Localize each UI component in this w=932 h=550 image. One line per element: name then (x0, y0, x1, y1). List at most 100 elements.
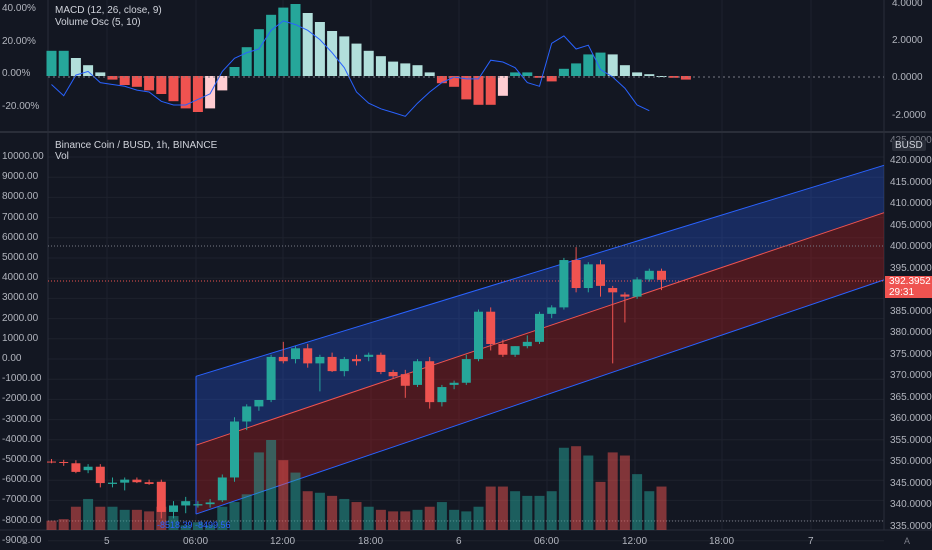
volume-bar (388, 511, 399, 530)
volume-left-tick: -8000.00 (2, 514, 42, 526)
macd-right-tick: 2.0000 (892, 35, 923, 46)
candle-body (620, 294, 630, 297)
macd-legend[interactable]: MACD (12, 26, close, 9) (55, 5, 162, 16)
price-tag: 392.3952 29:31 (885, 276, 932, 298)
volume-bar (290, 472, 301, 530)
time-axis-label: 12:00 (622, 536, 648, 547)
price-right-tick: 380.0000 (890, 327, 932, 339)
candle-body (376, 354, 386, 372)
macd-histogram-bar (424, 72, 435, 76)
candle-body (486, 311, 496, 344)
volume-bar (95, 506, 106, 530)
volume-left-tick: -2000.00 (2, 393, 42, 405)
time-axis-label: 18:00 (709, 536, 735, 547)
volume-left-tick: -5000.00 (2, 454, 42, 465)
macd-histogram-bar (485, 76, 496, 105)
candle-body (266, 356, 276, 400)
volume-bar (412, 509, 423, 530)
candle-body (632, 279, 642, 297)
candle-body (303, 348, 313, 364)
volume-bar (327, 495, 338, 530)
candle-body (83, 466, 93, 471)
volume-bar (497, 486, 508, 530)
volume-bar (632, 474, 643, 530)
volume-bar (473, 506, 484, 530)
timezone-icon[interactable]: Z (22, 536, 28, 546)
macd-right-tick: 4.0000 (892, 0, 923, 9)
volume-bar (278, 460, 289, 530)
volume-bar (522, 495, 533, 530)
macd-histogram-bar (412, 65, 423, 76)
macd-histogram-bar (351, 43, 362, 76)
countdown-value: 29:31 (889, 287, 915, 298)
macd-histogram-bar (558, 68, 569, 76)
time-axis-label: 6 (456, 536, 462, 547)
candle-body (156, 481, 166, 512)
macd-histogram-bar (241, 47, 252, 76)
channel-lower-line (195, 279, 885, 515)
candle-body (278, 356, 288, 362)
candle-body (644, 270, 654, 280)
candle-body (352, 359, 361, 362)
channel-upper-fill (196, 165, 884, 446)
candle-body (583, 264, 593, 289)
macd-histogram-bar (131, 76, 142, 87)
volume-bar (46, 520, 57, 530)
candle-body (498, 344, 508, 355)
macd-histogram-bar (461, 76, 472, 100)
macd-histogram-bar (644, 74, 655, 76)
candle-body (47, 461, 56, 463)
volume-bar (400, 511, 411, 530)
macd-histogram-bar (168, 76, 179, 102)
volume-left-tick: 7000.00 (2, 211, 39, 223)
volume-bar (375, 509, 386, 530)
candle-body (230, 421, 239, 478)
macd-histogram-bar (83, 65, 94, 76)
volume-osc-legend[interactable]: Volume Osc (5, 10) (55, 17, 141, 28)
macd-histogram-bar (217, 76, 228, 91)
volume-left-tick: -7000.00 (2, 494, 42, 506)
volume-bar (571, 446, 582, 530)
time-axis-label: 06:00 (534, 536, 560, 547)
macd-histogram-bar (290, 4, 301, 76)
candle-body (388, 371, 398, 377)
macd-right-tick: -2.0000 (892, 110, 926, 121)
time-axis-label: 7 (808, 536, 814, 547)
volume-bar (534, 495, 545, 530)
volume-left-tick: 8000.00 (2, 191, 39, 203)
candle-body (59, 461, 69, 463)
volume-bar (217, 506, 228, 530)
volume-bar (266, 440, 277, 530)
price-right-tick: 335.0000 (890, 521, 932, 532)
channel-upper-line (195, 164, 885, 377)
symbol-title[interactable]: Binance Coin / BUSD, 1h, BINANCE (55, 140, 218, 151)
macd-histogram-bar (388, 61, 399, 76)
volume-left-tick: 9000.00 (2, 171, 39, 183)
volume-bar (461, 511, 472, 530)
candle-body (425, 361, 435, 403)
volume-left-tick: -3000.00 (2, 413, 42, 425)
macd-histogram-bar (327, 31, 338, 76)
price-right-tick: 395.0000 (890, 262, 932, 274)
candle-body (547, 307, 557, 314)
price-right-tick: 375.0000 (890, 348, 932, 360)
price-right-tick: 385.0000 (890, 305, 932, 317)
volume-bar (449, 509, 460, 530)
macd-right-tick: 0.0000 (892, 72, 923, 83)
candle-body (144, 482, 154, 484)
volume-legend[interactable]: Vol (55, 151, 69, 162)
volume-left-tick: 1000.00 (2, 332, 39, 344)
macd-histogram-bar (375, 56, 386, 76)
macd-left-tick: 40.00% (2, 3, 36, 14)
macd-histogram-bar (595, 52, 606, 76)
candle-body (608, 288, 618, 293)
macd-histogram-bar (400, 63, 411, 76)
price-tag-value: 392.3952 (889, 276, 931, 287)
volume-bar (644, 491, 655, 530)
auto-scale-icon[interactable]: A (904, 536, 911, 546)
volume-bar (546, 491, 557, 530)
macd-left-tick: -20.00% (2, 101, 40, 112)
macd-histogram-bar (571, 63, 582, 76)
